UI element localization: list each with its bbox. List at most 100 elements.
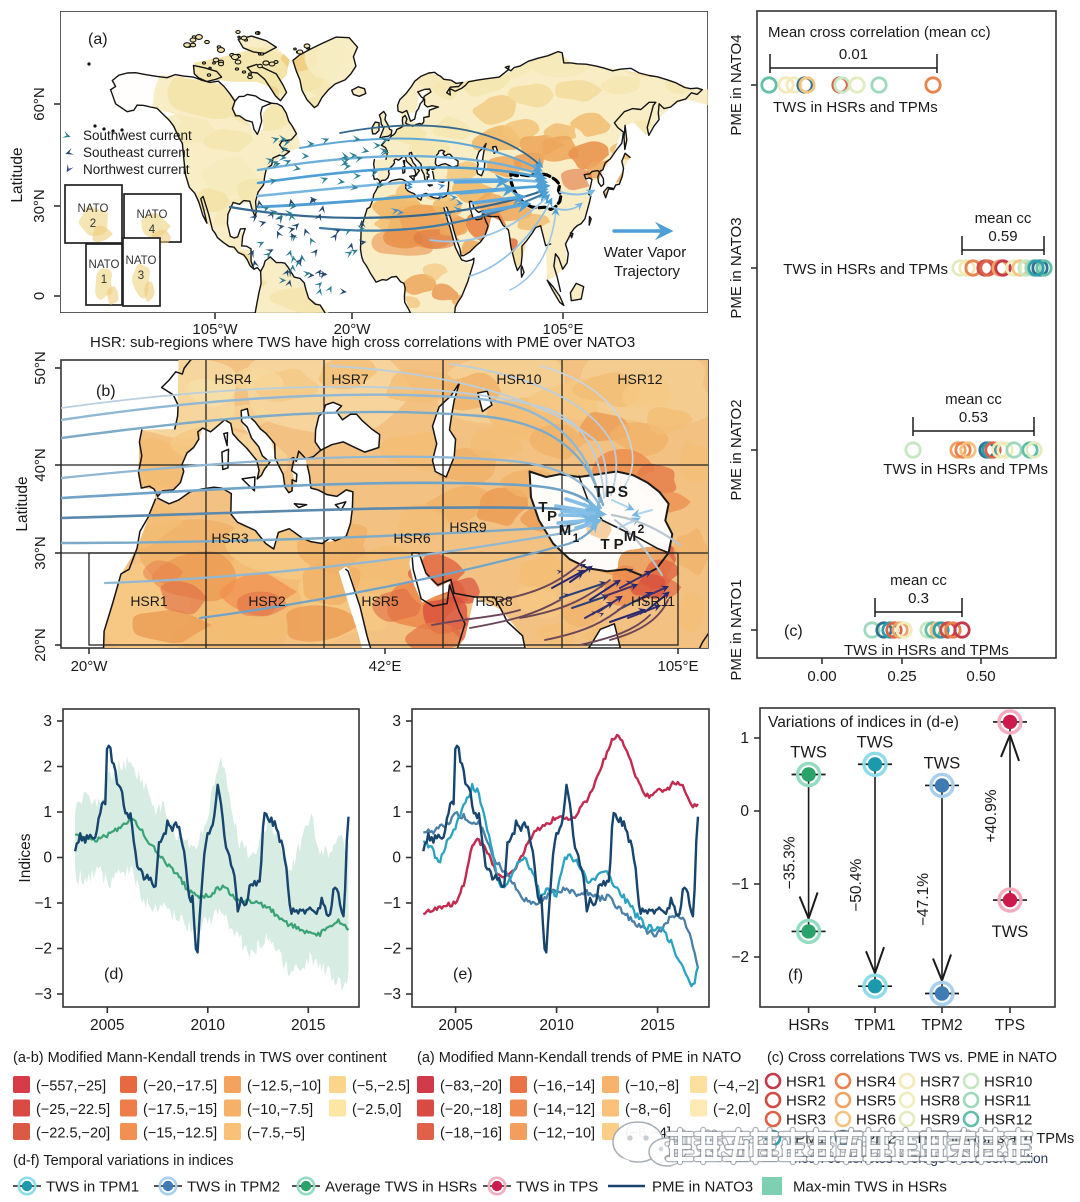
svg-text:TPM2: TPM2 bbox=[921, 1017, 962, 1034]
svg-text:2: 2 bbox=[90, 218, 96, 230]
svg-text:Mean cross correlation (mean c: Mean cross correlation (mean cc) bbox=[768, 24, 991, 41]
svg-text:(−2.5,0]: (−2.5,0] bbox=[352, 1102, 402, 1118]
svg-text:HSR5: HSR5 bbox=[856, 1093, 896, 1110]
svg-text:(f): (f) bbox=[788, 967, 803, 984]
svg-text:(−17.5,−15]: (−17.5,−15] bbox=[143, 1102, 217, 1118]
svg-text:HSR1: HSR1 bbox=[786, 1074, 826, 1091]
svg-text:2: 2 bbox=[43, 759, 52, 776]
svg-text:HSR11: HSR11 bbox=[984, 1093, 1031, 1110]
svg-text:0.59: 0.59 bbox=[988, 228, 1017, 245]
svg-text:TWS in TPS: TWS in TPS bbox=[516, 1179, 598, 1196]
svg-text:HSR9: HSR9 bbox=[449, 519, 487, 535]
svg-text:(−14,−12]: (−14,−12] bbox=[533, 1102, 595, 1118]
svg-text:HSR10: HSR10 bbox=[984, 1074, 1032, 1091]
svg-text:2: 2 bbox=[392, 759, 401, 776]
svg-text:(−4,−2]: (−4,−2] bbox=[713, 1079, 759, 1095]
svg-text:Max-min TWS in HSRs: Max-min TWS in HSRs bbox=[793, 1179, 947, 1196]
svg-text:HSR: sub-regions where TWS hav: HSR: sub-regions where TWS have high cro… bbox=[90, 334, 635, 351]
svg-text:HSR10: HSR10 bbox=[496, 371, 541, 387]
svg-text:60°N: 60°N bbox=[31, 87, 48, 121]
svg-text:(−12,−10]: (−12,−10] bbox=[533, 1126, 595, 1142]
svg-text:−3: −3 bbox=[383, 986, 401, 1003]
svg-text:−1: −1 bbox=[731, 876, 749, 893]
svg-text:20°W: 20°W bbox=[334, 321, 372, 338]
svg-text:0: 0 bbox=[43, 850, 52, 867]
svg-text:−2: −2 bbox=[34, 941, 52, 958]
svg-text:2: 2 bbox=[638, 522, 645, 536]
svg-text:1: 1 bbox=[43, 804, 52, 821]
svg-text:−35.3%: −35.3% bbox=[782, 836, 799, 889]
svg-text:HSR6: HSR6 bbox=[393, 530, 431, 546]
svg-text:(−16,−14]: (−16,−14] bbox=[533, 1079, 595, 1095]
svg-text:mean cc: mean cc bbox=[945, 391, 1002, 408]
svg-text:(−83,−20]: (−83,−20] bbox=[440, 1079, 502, 1095]
svg-text:NATO: NATO bbox=[89, 259, 120, 271]
svg-text:HSR3: HSR3 bbox=[786, 1112, 826, 1129]
svg-text:PME in NATO2: PME in NATO2 bbox=[728, 399, 745, 500]
svg-text:−2: −2 bbox=[383, 941, 401, 958]
svg-text:1: 1 bbox=[740, 730, 749, 747]
svg-text:0: 0 bbox=[392, 850, 401, 867]
svg-text:HSR7: HSR7 bbox=[920, 1074, 960, 1091]
svg-text:(d-f) Temporal variations in i: (d-f) Temporal variations in indices bbox=[13, 1153, 234, 1169]
svg-text:4: 4 bbox=[149, 224, 156, 236]
svg-text:HSR4: HSR4 bbox=[214, 371, 252, 387]
svg-text:T: T bbox=[538, 499, 547, 516]
svg-text:Southwest current: Southwest current bbox=[83, 128, 192, 143]
svg-text:HSRs: HSRs bbox=[788, 1017, 829, 1034]
svg-text:NATO: NATO bbox=[126, 255, 157, 267]
svg-text:3: 3 bbox=[392, 713, 401, 730]
svg-text:TWS in TPM2: TWS in TPM2 bbox=[187, 1179, 280, 1196]
svg-text:0.3: 0.3 bbox=[908, 590, 929, 607]
svg-text:(−10,−8]: (−10,−8] bbox=[625, 1079, 679, 1095]
svg-text:PME in NATO1: PME in NATO1 bbox=[728, 579, 745, 680]
svg-text:(−25,−22.5]: (−25,−22.5] bbox=[36, 1102, 110, 1118]
svg-text:HSR1: HSR1 bbox=[130, 593, 168, 609]
svg-text:Water Vapor: Water Vapor bbox=[604, 244, 687, 261]
svg-text:(−18,−16]: (−18,−16] bbox=[440, 1126, 502, 1142]
svg-text:NATO: NATO bbox=[137, 209, 168, 221]
svg-text:M: M bbox=[559, 522, 572, 539]
svg-text:HSR6: HSR6 bbox=[856, 1112, 896, 1129]
svg-text:105°E: 105°E bbox=[657, 658, 698, 675]
svg-text:PME in NATO3: PME in NATO3 bbox=[652, 1179, 753, 1196]
svg-text:40°N: 40°N bbox=[32, 448, 49, 482]
svg-text:HSR8: HSR8 bbox=[920, 1093, 960, 1110]
svg-text:−3: −3 bbox=[34, 986, 52, 1003]
svg-text:(−20,−18]: (−20,−18] bbox=[440, 1102, 502, 1118]
svg-text:3: 3 bbox=[138, 270, 144, 282]
svg-text:(−7.5,−5]: (−7.5,−5] bbox=[247, 1126, 305, 1142]
svg-text:1: 1 bbox=[101, 274, 107, 286]
svg-text:HSR12: HSR12 bbox=[984, 1112, 1032, 1129]
svg-text:(−20,−17.5]: (−20,−17.5] bbox=[143, 1079, 217, 1095]
svg-text:(c) Cross correlations TWS vs.: (c) Cross correlations TWS vs. PME in NA… bbox=[767, 1050, 1057, 1066]
svg-text:(−15,−12.5]: (−15,−12.5] bbox=[143, 1126, 217, 1142]
svg-text:TWS in HSRs and TPMs: TWS in HSRs and TPMs bbox=[883, 461, 1048, 478]
svg-text:(−2,0]: (−2,0] bbox=[713, 1102, 750, 1118]
svg-text:TPS: TPS bbox=[995, 1017, 1025, 1034]
svg-text:105°E: 105°E bbox=[542, 321, 583, 338]
svg-text:Northwest current: Northwest current bbox=[83, 162, 190, 177]
svg-text:50°N: 50°N bbox=[32, 351, 49, 385]
svg-text:mean cc: mean cc bbox=[975, 210, 1032, 227]
svg-text:−1: −1 bbox=[34, 895, 52, 912]
svg-text:Average TWS in HSRs: Average TWS in HSRs bbox=[325, 1179, 477, 1196]
svg-text:TWS: TWS bbox=[992, 923, 1029, 941]
svg-text:TPM1: TPM1 bbox=[854, 1017, 895, 1034]
svg-text:105°W: 105°W bbox=[192, 321, 238, 338]
svg-text:HSR5: HSR5 bbox=[361, 593, 399, 609]
svg-text:PME in NATO4: PME in NATO4 bbox=[728, 34, 745, 135]
svg-text:−1: −1 bbox=[383, 895, 401, 912]
svg-text:(−8,−6]: (−8,−6] bbox=[625, 1102, 671, 1118]
svg-text:2010: 2010 bbox=[191, 1017, 226, 1034]
svg-text:+40.9%: +40.9% bbox=[983, 789, 1000, 842]
svg-text:Latitude: Latitude bbox=[9, 147, 26, 202]
svg-text:2010: 2010 bbox=[539, 1017, 574, 1034]
svg-text:TWS in HSRs and TPMs: TWS in HSRs and TPMs bbox=[844, 642, 1009, 659]
svg-text:(−557,−25]: (−557,−25] bbox=[36, 1079, 106, 1095]
svg-text:(c): (c) bbox=[784, 623, 803, 640]
svg-text:(a): (a) bbox=[88, 31, 108, 48]
svg-text:HSR4: HSR4 bbox=[856, 1074, 896, 1091]
svg-text:0.00: 0.00 bbox=[807, 668, 836, 685]
svg-text:mean cc: mean cc bbox=[890, 572, 947, 589]
